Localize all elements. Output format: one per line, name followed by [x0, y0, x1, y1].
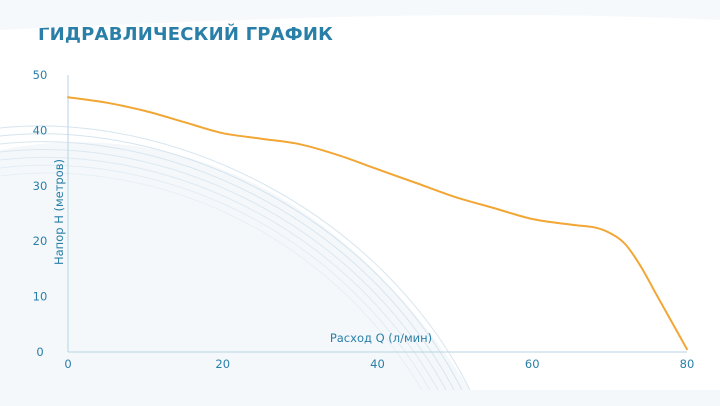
x-axis-label: Расход Q (л/мин): [330, 331, 432, 345]
x-tick-labels: 0 20 40 60 80: [64, 357, 694, 371]
y-tick-label: 50: [33, 68, 48, 82]
y-tick-label: 20: [33, 234, 48, 248]
x-tick-label: 40: [370, 357, 385, 371]
series-group: [67, 96, 688, 351]
axes: [67, 75, 687, 353]
chart-title: ГИДРАВЛИЧЕСКИЙ ГРАФИК: [38, 24, 334, 45]
x-tick-label: 0: [64, 357, 71, 371]
y-tick-label: 0: [36, 345, 43, 359]
y-tick-label: 10: [33, 290, 48, 304]
x-tick-label: 20: [215, 357, 230, 371]
y-tick-label: 30: [33, 179, 48, 193]
y-tick-label: 40: [33, 123, 48, 137]
series-line-head: [67, 96, 688, 351]
x-tick-label: 80: [680, 357, 695, 371]
x-tick-label: 60: [525, 357, 540, 371]
y-tick-labels: 0 10 20 30 40 50: [33, 68, 48, 359]
y-axis-label: Напор H (метров): [52, 159, 66, 265]
